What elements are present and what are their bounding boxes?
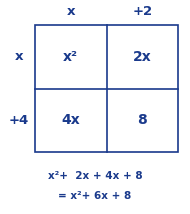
Text: x: x xyxy=(15,50,23,63)
Text: x²+  2x + 4x + 8: x²+ 2x + 4x + 8 xyxy=(48,171,142,181)
Text: +2: +2 xyxy=(132,4,152,18)
Text: x²: x² xyxy=(63,50,78,64)
Text: +4: +4 xyxy=(9,114,29,127)
Text: 8: 8 xyxy=(137,113,147,127)
Text: 4x: 4x xyxy=(61,113,80,127)
Text: 2x: 2x xyxy=(133,50,152,64)
Bar xyxy=(35,25,178,152)
Text: x: x xyxy=(66,4,75,18)
Text: = x²+ 6x + 8: = x²+ 6x + 8 xyxy=(58,191,132,201)
